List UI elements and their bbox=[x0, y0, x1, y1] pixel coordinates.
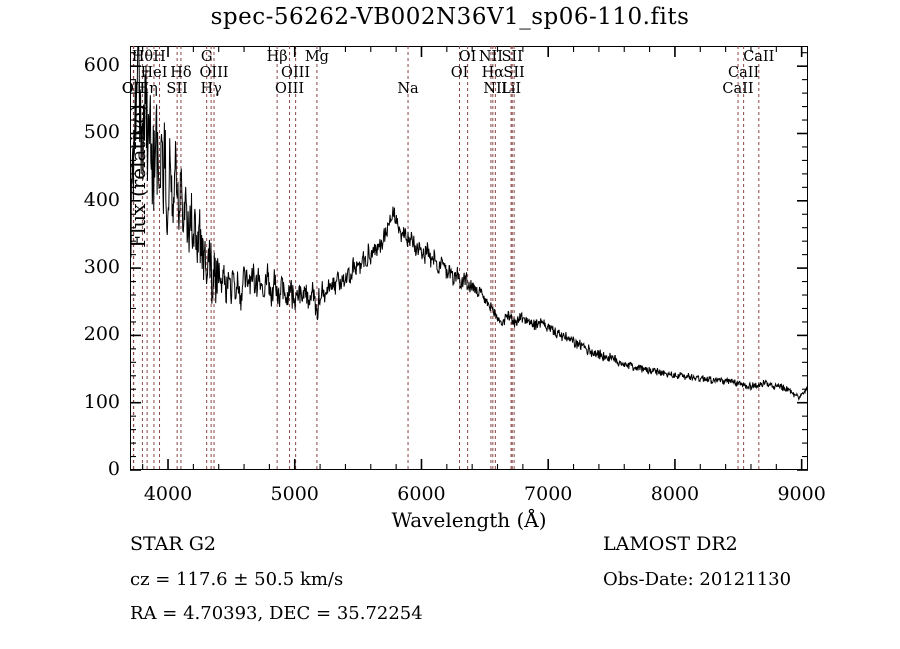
spectral-line-label: NII bbox=[478, 49, 503, 65]
spectral-line-label: OI bbox=[450, 65, 469, 81]
redshift-text: cz = 117.6 ± 50.5 km/s bbox=[130, 569, 344, 590]
coordinates-text: RA = 4.70393, DEC = 35.72254 bbox=[130, 603, 423, 624]
spectral-line-label: Hβ bbox=[266, 49, 288, 65]
star-class-text: STAR G2 bbox=[130, 533, 216, 555]
spectral-line-label: Hδ bbox=[170, 65, 192, 81]
x-axis-title: Wavelength (Å) bbox=[391, 508, 547, 532]
spectral-line-markers bbox=[130, 46, 808, 470]
spectral-line-label: CaII bbox=[743, 49, 775, 65]
spectral-line-label: HeI bbox=[140, 65, 168, 81]
spectral-line-label: Na bbox=[397, 81, 419, 97]
spectral-line-label: LiI bbox=[501, 81, 522, 97]
spectral-line-label: OIII bbox=[281, 65, 311, 81]
spectral-line-label: Hη bbox=[136, 81, 158, 97]
spectral-line-label: Hθ bbox=[131, 49, 154, 65]
x-tick-label: 4000 bbox=[143, 483, 193, 505]
metadata-block: STAR G2 cz = 117.6 ± 50.5 km/s RA = 4.70… bbox=[0, 533, 900, 643]
y-tick-label: 500 bbox=[83, 121, 120, 144]
y-tick-label: 200 bbox=[83, 323, 120, 346]
survey-text: LAMOST DR2 bbox=[603, 533, 738, 555]
x-tick-label: 7000 bbox=[524, 483, 573, 505]
y-tick-label: 400 bbox=[83, 188, 120, 211]
spectral-line-label: OI bbox=[458, 49, 477, 65]
obs-date-text: Obs-Date: 20121130 bbox=[603, 569, 792, 590]
spectral-line-label: H bbox=[153, 49, 166, 65]
spectral-line-label: Hα bbox=[481, 65, 505, 81]
y-tick-label: 300 bbox=[83, 256, 120, 279]
spectral-line-label: Hγ bbox=[200, 81, 222, 97]
page-title: spec-56262-VB002N36V1_sp06-110.fits bbox=[210, 4, 690, 30]
y-tick-label: 0 bbox=[107, 458, 120, 480]
spectral-line-label: OII bbox=[122, 81, 146, 97]
spectral-line-label: SII bbox=[501, 49, 523, 65]
spectral-line-label: OII bbox=[121, 81, 146, 97]
x-tick-label: 9000 bbox=[777, 483, 826, 505]
spectral-line-label: Mg bbox=[304, 49, 329, 65]
spectral-line-label: SII bbox=[166, 81, 188, 97]
spectral-line-label: G bbox=[200, 49, 213, 65]
spectral-line-label: SII bbox=[503, 65, 525, 81]
spectral-line-label: CaII bbox=[727, 65, 760, 81]
spectral-line-label: CaII bbox=[722, 81, 754, 97]
spectral-line-label: NII bbox=[483, 81, 508, 97]
y-tick-label: 600 bbox=[83, 54, 120, 77]
plot-frame bbox=[130, 46, 808, 470]
y-tick-label: 100 bbox=[83, 390, 120, 413]
x-tick-label: 8000 bbox=[650, 483, 700, 505]
x-tick-label: 6000 bbox=[397, 483, 446, 505]
spectral-line-label: OIII bbox=[275, 81, 305, 97]
spectrum-curve bbox=[130, 46, 808, 470]
plot-area: Flux (relative) bbox=[126, 46, 808, 470]
spectral-line-label: OIII bbox=[199, 65, 229, 81]
x-tick-label: 5000 bbox=[270, 483, 319, 505]
